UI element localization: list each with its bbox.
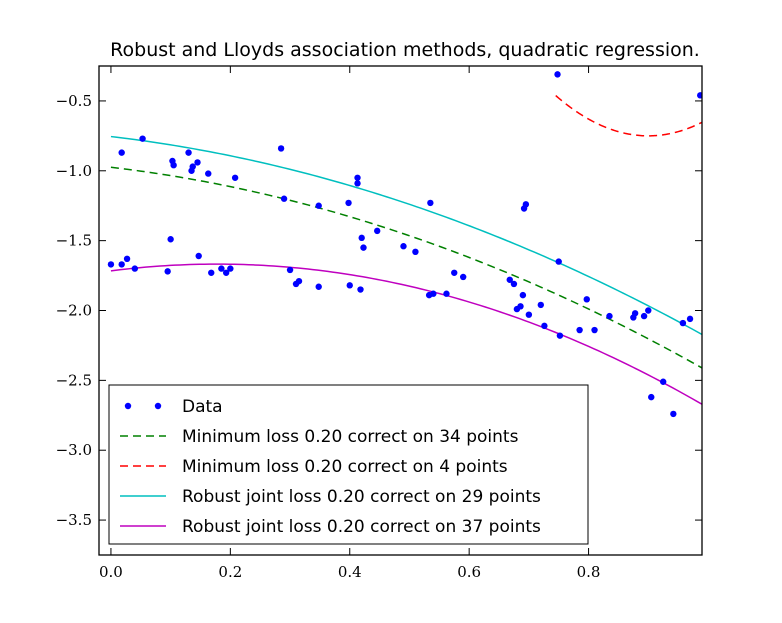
data-point [517,303,524,310]
data-point [519,291,527,299]
legend-box [108,384,589,545]
data-point [606,312,613,320]
data-point [315,202,322,209]
x-tick-label: 0.0 [99,563,123,581]
data-point [194,159,201,166]
y-tick-label: −2.0 [56,302,92,320]
data-point [645,307,652,314]
legend-label: Minimum loss 0.20 correct on 34 points [182,427,519,447]
data-point [459,273,467,281]
data-point [556,332,564,339]
y-tick-label: −3.5 [56,511,92,529]
data-point [583,296,590,303]
data-point [554,71,561,78]
data-point [360,244,367,251]
data-point [170,161,177,169]
legend-label: Minimum loss 0.20 correct on 4 points [182,457,508,477]
data-point [427,199,434,207]
data-point [205,170,212,177]
data-point [131,265,139,272]
data-point [195,252,202,260]
data-point [412,248,419,256]
data-point [346,282,353,289]
data-point [522,201,530,208]
data-point [295,277,303,285]
data-point [354,180,361,187]
data-point [208,269,215,276]
data-point [686,315,694,323]
data-point [525,311,533,318]
data-point [231,174,239,181]
x-tick-label: 0.6 [457,563,481,581]
y-tick-label: −1.0 [56,162,92,180]
data-point [400,243,407,250]
data-point [167,236,174,243]
plot-area [98,65,703,556]
data-point [189,163,196,170]
data-point [227,265,234,272]
legend: Data Minimum loss 0.20 correct on 34 poin… [108,384,589,545]
x-axis: 0.0 0.2 0.4 0.6 0.8 [99,66,600,581]
data-point [659,378,667,385]
series-line-1 [110,166,702,369]
data-point [537,301,545,309]
legend-label: Data [182,397,223,417]
data-points [107,71,702,418]
chart-title: Robust and Lloyds association methods, q… [110,39,700,61]
data-point [185,149,192,156]
data-point [107,261,115,268]
data-point [591,326,598,334]
x-tick-label: 0.4 [338,563,362,581]
data-point [357,286,364,293]
data-point [315,283,322,290]
data-point [286,266,294,274]
series-curves [110,95,702,405]
data-point [164,268,171,275]
data-point [139,135,146,142]
legend-marker [124,402,132,410]
data-point [374,227,381,235]
data-point [430,290,437,297]
data-point [443,290,450,297]
legend-label: Robust joint loss 0.20 correct on 37 poi… [182,517,541,537]
data-point [648,393,655,401]
series-line-4 [110,263,702,405]
data-point [506,276,513,283]
data-point [697,92,702,99]
x-tick-label: 0.8 [577,563,601,581]
data-point [555,258,562,265]
data-point [218,265,225,272]
y-tick-label: −3.0 [56,441,92,459]
series-line-3 [110,135,702,336]
x-tick-label: 0.2 [218,563,242,581]
data-point [123,255,131,263]
legend-marker [154,402,162,410]
y-tick-label: −2.5 [56,371,92,389]
data-point [541,322,548,330]
data-point [118,149,125,156]
data-point [451,269,458,276]
data-point [631,310,639,317]
y-axis: −0.5 −1.0 −1.5 −2.0 −2.5 −3.0 −3.5 [56,92,702,529]
data-point [118,261,125,268]
data-point [345,199,352,207]
legend-label: Robust joint loss 0.20 correct on 29 poi… [182,487,541,507]
data-point [222,269,230,276]
data-point [670,410,677,418]
data-point [510,280,518,288]
data-point [277,145,285,152]
series-line-2 [555,95,702,137]
data-point [354,174,361,181]
y-tick-label: −0.5 [56,92,92,110]
data-point [640,312,648,320]
data-point [280,195,288,202]
data-point [679,319,687,327]
data-point [576,326,583,334]
y-tick-label: −1.5 [56,232,92,250]
data-point [358,234,365,242]
